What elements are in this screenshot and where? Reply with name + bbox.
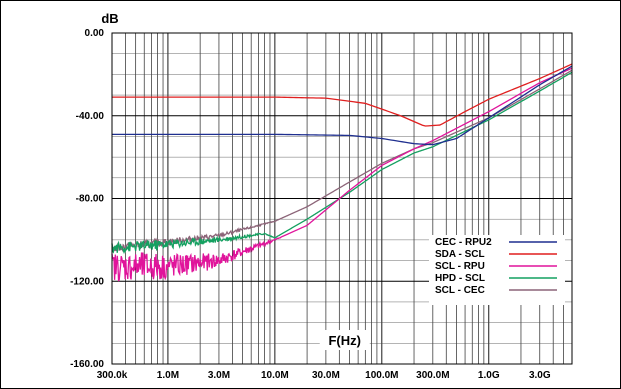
- legend-label: SCL - CEC: [435, 285, 485, 296]
- legend-label: HPD - SCL: [435, 273, 485, 284]
- x-tick-label: 10.0M: [261, 370, 289, 381]
- x-tick-label: 300.0k: [97, 370, 128, 381]
- y-axis-ticks: 0.00 -40.00 -80.00 -120.00 -160.00: [70, 28, 104, 370]
- y-tick-label: -120.00: [70, 276, 104, 287]
- y-axis-label: dB: [101, 11, 118, 26]
- x-axis-label-background: [319, 330, 370, 350]
- y-tick-label: -80.00: [76, 194, 105, 205]
- y-tick-label: -40.00: [76, 111, 105, 122]
- series-lines: [111, 63, 573, 282]
- x-tick-label: 300.0M: [416, 370, 449, 381]
- series-line-2: [111, 67, 573, 282]
- series-line-1: [112, 63, 573, 127]
- legend-label: SCL - RPU: [435, 261, 485, 272]
- legend-label: CEC - RPU2: [435, 237, 492, 248]
- series-line-3: [111, 71, 573, 255]
- x-axis-ticks: 300.0k 1.0M 3.0M 10.0M 30.0M 100.0M 300.0M 1.0G…: [97, 370, 551, 381]
- x-tick-label: 3.0G: [529, 370, 551, 381]
- grid: [112, 33, 572, 364]
- x-tick-label: 30.0M: [312, 370, 340, 381]
- x-tick-label: 1.0M: [157, 370, 179, 381]
- x-tick-label: 3.0M: [208, 370, 230, 381]
- legend-background: [429, 235, 565, 305]
- x-tick-label: 1.0G: [478, 370, 500, 381]
- plot-border: [111, 32, 573, 365]
- x-tick-label: 100.0M: [365, 370, 398, 381]
- y-tick-label: -160.00: [70, 359, 104, 370]
- x-axis-label: F(Hz): [328, 333, 361, 348]
- legend-label: SDA - SCL: [435, 249, 485, 260]
- y-tick-label: 0.00: [85, 28, 105, 39]
- series-line-0: [112, 65, 573, 146]
